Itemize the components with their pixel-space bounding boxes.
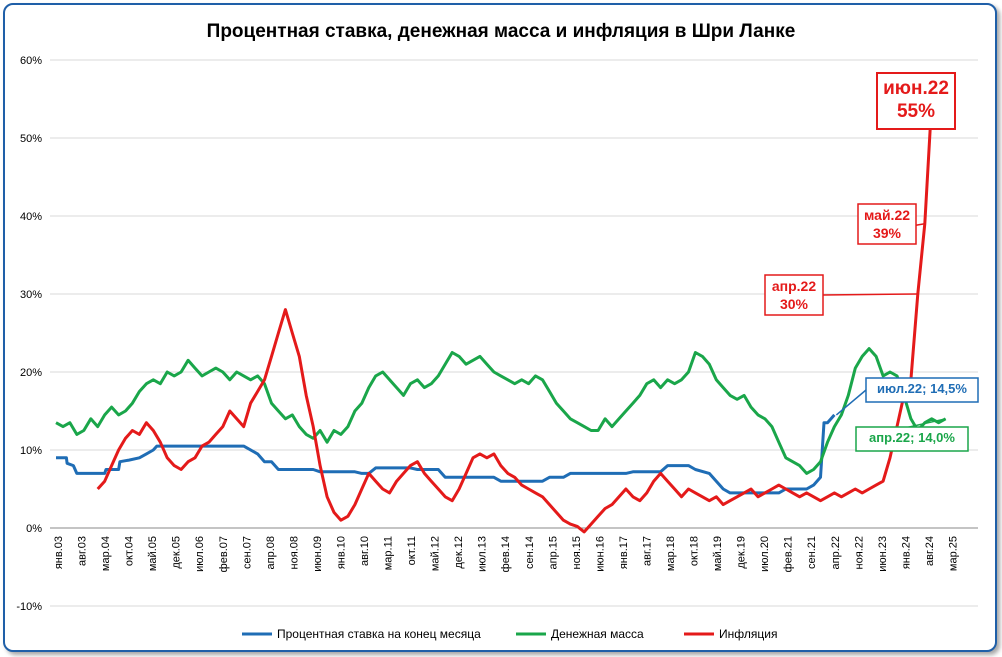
x-tick-label: июл.13	[477, 536, 489, 572]
series-line-1	[55, 347, 947, 475]
legend: Процентная ставка на конец месяца Денежна…	[242, 627, 777, 641]
series-line-2	[96, 102, 934, 534]
x-tick-label: сен.07	[241, 536, 253, 569]
chart-title: Процентная ставка, денежная масса и инфл…	[207, 21, 796, 42]
x-tick-label: сен.14	[524, 536, 536, 569]
annotation-box	[764, 274, 824, 316]
annotation-label: июл.22; 14,5%	[877, 381, 967, 396]
annotation-box	[876, 72, 956, 130]
y-axis: -10% 0% 10% 20% 30% 40% 50% 60%	[16, 55, 42, 613]
annotation-label: июн.22 55%	[883, 78, 949, 122]
x-tick-label: дек.05	[171, 536, 183, 569]
y-tick-label: 60%	[20, 55, 42, 67]
x-tick-label: ноя.15	[571, 536, 583, 569]
annotation-label: май.22 39%	[864, 207, 910, 241]
x-tick-label: май.05	[147, 536, 159, 571]
x-tick-label: авг.24	[924, 536, 936, 566]
x-tick-label: май.12	[430, 536, 442, 571]
x-tick-label: янв.03	[53, 536, 65, 569]
x-tick-label: май.19	[712, 536, 724, 571]
x-tick-label: фев.21	[783, 536, 795, 572]
annotation-label: апр.22; 14,0%	[869, 430, 955, 445]
x-tick-label: окт.18	[689, 536, 701, 566]
x-tick-label: дек.19	[736, 536, 748, 569]
x-tick-label: мар.11	[383, 536, 395, 570]
x-tick-label: июл.20	[759, 536, 771, 572]
annotation-leader	[822, 293, 918, 296]
x-tick-label: мар.04	[100, 536, 112, 571]
annotation-box	[865, 377, 979, 403]
x-tick-label: июн.09	[312, 536, 324, 572]
y-tick-label: 20%	[20, 367, 42, 379]
x-tick-label: апр.22	[830, 536, 842, 569]
legend-label: Денежная масса	[551, 627, 644, 641]
x-tick-label: фев.14	[500, 536, 512, 572]
y-tick-label: 50%	[20, 133, 42, 145]
x-tick-label: янв.10	[335, 536, 347, 569]
x-tick-label: мар.18	[665, 536, 677, 571]
x-tick-label: фев.07	[218, 536, 230, 572]
x-tick-label: авг.03	[77, 536, 89, 566]
x-tick-label: ноя.22	[853, 536, 865, 569]
series-lines	[55, 102, 947, 534]
x-tick-label: окт.04	[124, 536, 136, 566]
legend-label: Инфляция	[719, 627, 777, 641]
annotations: июн.22 55% май.22 39% апр.22 30% июл.22; 14,5%…	[764, 72, 979, 452]
grid-lines	[50, 59, 978, 607]
x-tick-label: сен.21	[806, 536, 818, 569]
chart-frame	[3, 3, 997, 652]
annotation-box	[857, 203, 917, 245]
legend-label: Процентная ставка на конец месяца	[277, 627, 481, 641]
y-tick-label: -10%	[16, 601, 42, 613]
x-tick-label: янв.24	[900, 536, 912, 569]
annotation-leader	[835, 389, 867, 416]
y-tick-label: 30%	[20, 289, 42, 301]
x-tick-label: июн.16	[594, 536, 606, 572]
annotation-label: апр.22 30%	[772, 278, 816, 312]
x-tick-label: мар.25	[947, 536, 959, 571]
x-tick-label: янв.17	[618, 536, 630, 569]
x-tick-label: окт.11	[406, 536, 418, 565]
x-axis: янв.03 авг.03 мар.04 окт.04 май.05 дек.05 июл.…	[53, 536, 959, 572]
y-tick-label: 0%	[26, 523, 42, 535]
x-tick-label: июл.06	[194, 536, 206, 572]
x-tick-label: ноя.08	[288, 536, 300, 569]
x-tick-label: апр.15	[547, 536, 559, 569]
annotation-box	[855, 426, 969, 452]
x-tick-label: июн.23	[877, 536, 889, 572]
x-tick-label: авг.17	[641, 536, 653, 566]
y-tick-label: 10%	[20, 445, 42, 457]
x-tick-label: авг.10	[359, 536, 371, 566]
x-tick-label: дек.12	[453, 536, 465, 569]
series-line-0	[56, 413, 836, 495]
y-tick-label: 40%	[20, 211, 42, 223]
x-tick-label: апр.08	[265, 536, 277, 569]
